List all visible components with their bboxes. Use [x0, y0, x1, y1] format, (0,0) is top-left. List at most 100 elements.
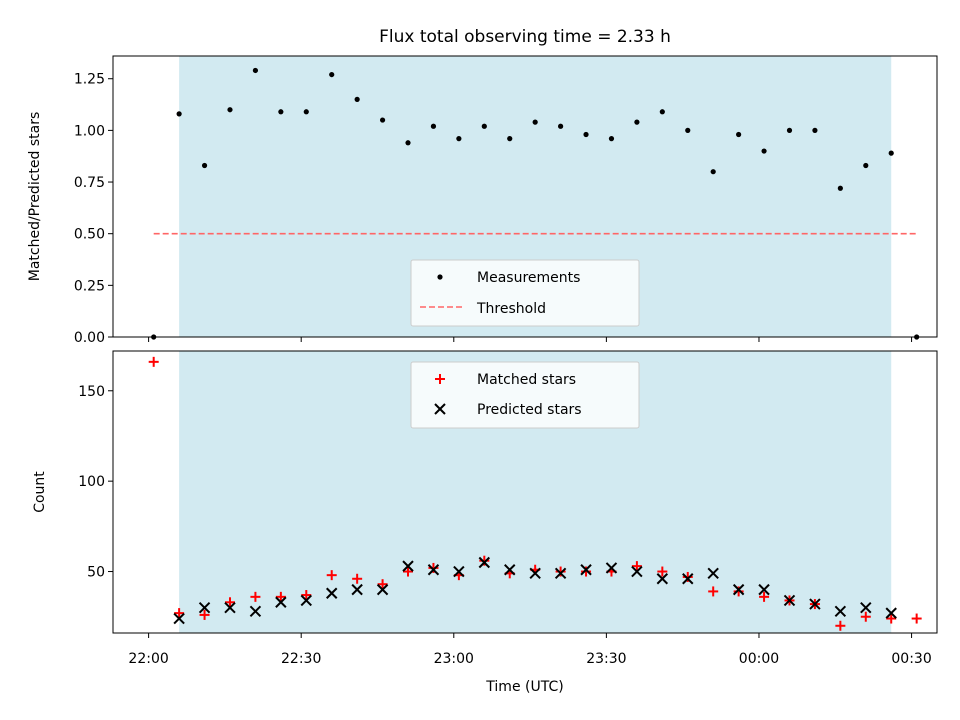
- legend-predicted-label: Predicted stars: [477, 402, 582, 418]
- predicted-stars-point: [402, 560, 414, 572]
- legend-matched-marker: [435, 374, 445, 384]
- matched-stars-point: [148, 356, 159, 367]
- predicted-stars-point: [783, 594, 796, 607]
- matched-stars-point: [555, 566, 566, 577]
- measurement-point: [710, 169, 716, 175]
- matched-stars-point: [275, 591, 286, 602]
- matched-stars-point: [631, 561, 642, 572]
- measurement-point: [278, 109, 284, 115]
- time-x-axis-label: Time (UTC): [485, 679, 563, 695]
- predicted-stars-point: [656, 573, 669, 585]
- predicted-stars-point: [580, 564, 592, 576]
- matched-stars-point: [835, 620, 846, 631]
- measurement-point: [252, 67, 259, 74]
- measurement-point: [837, 185, 843, 191]
- predicted-stars-point: [173, 612, 185, 625]
- ratio-panel: 0.00 0.25 0.50 0.75 1.00 1.25 Flux total obse…: [27, 27, 938, 346]
- measurement-point: [430, 123, 437, 129]
- matched-stars-point: [250, 591, 261, 602]
- ratio-y-tick-label: 0.50: [74, 227, 105, 243]
- legend-matched-label: Matched stars: [477, 372, 576, 388]
- matched-stars-point: [301, 590, 312, 601]
- predicted-stars-point: [504, 564, 516, 576]
- ratio-panel-frame: [112, 55, 938, 338]
- predicted-stars-point: [631, 565, 643, 578]
- predicted-stars-point: [351, 583, 363, 596]
- ratio-y-tick-label: 0.00: [74, 330, 105, 346]
- measurement-point: [888, 150, 894, 156]
- ratio-y-tick-label: 1.00: [74, 123, 105, 139]
- count-panel-frame: [112, 350, 938, 634]
- ratio-y-axis-label: Matched/Predicted stars: [27, 112, 43, 282]
- matched-stars-point: [911, 613, 922, 624]
- measurement-point: [736, 131, 742, 138]
- predicted-stars-point: [300, 594, 312, 607]
- measurement-point: [786, 127, 793, 133]
- measurement-point: [405, 140, 411, 146]
- predicted-stars-point: [275, 596, 287, 608]
- predicted-stars-point: [885, 607, 897, 619]
- predicted-stars-point: [529, 567, 541, 580]
- matched-stars-point: [657, 566, 668, 577]
- count-y-tick-label: 100: [78, 474, 105, 490]
- predicted-stars-point: [453, 565, 465, 578]
- measurement-point: [558, 123, 564, 129]
- measurement-point: [863, 162, 869, 169]
- matched-stars-point: [428, 562, 439, 573]
- chart-title: Flux total observing time = 2.33 h: [379, 27, 671, 47]
- time-x-tick-label: 23:30: [586, 651, 626, 667]
- legend-measurements-label: Measurements: [477, 270, 580, 286]
- matched-stars-point: [224, 597, 235, 608]
- measurement-point: [227, 107, 233, 113]
- matched-stars-point: [352, 573, 363, 584]
- predicted-stars-point: [834, 605, 847, 618]
- matched-stars-point: [479, 555, 490, 566]
- ratio-legend: Measurements Threshold: [410, 259, 640, 327]
- predicted-stars-point: [860, 601, 872, 614]
- time-x-tick-label: 00:30: [891, 651, 931, 667]
- predicted-stars-point: [707, 567, 719, 580]
- measurement-point: [481, 123, 487, 129]
- measurement-point: [608, 136, 615, 142]
- measurement-point: [812, 127, 818, 133]
- measurement-point: [329, 71, 335, 78]
- matched-stars-point: [326, 570, 337, 581]
- measurement-point: [583, 131, 589, 138]
- predicted-stars-point: [554, 567, 567, 580]
- count-y-axis-label: Count: [32, 471, 48, 513]
- measurement-point: [761, 148, 767, 154]
- matched-stars-point: [733, 586, 744, 597]
- measurement-point: [532, 119, 538, 125]
- matched-stars-point: [682, 571, 693, 582]
- predicted-stars-point: [376, 583, 389, 596]
- measurement-point: [659, 109, 665, 115]
- count-y-tick-label: 50: [87, 565, 105, 581]
- measurement-point: [685, 127, 691, 133]
- predicted-stars-point: [605, 562, 618, 574]
- time-x-tick-label: 23:00: [434, 651, 474, 667]
- measurement-point: [456, 136, 462, 142]
- predicted-stars-point: [198, 601, 211, 614]
- predicted-stars-point: [224, 601, 236, 614]
- matched-stars-point: [403, 566, 414, 577]
- ratio-y-tick-label: 0.75: [74, 175, 105, 191]
- predicted-stars-point: [249, 605, 262, 618]
- measurement-point: [201, 162, 208, 169]
- measurement-point: [176, 111, 182, 117]
- matched-stars-point: [759, 591, 770, 602]
- ratio-y-tick-label: 0.25: [74, 278, 105, 294]
- legend-threshold-label: Threshold: [476, 301, 546, 317]
- time-x-tick-label: 22:30: [281, 651, 321, 667]
- matched-stars-point: [174, 608, 185, 619]
- measurement-point: [634, 119, 640, 125]
- predicted-stars-point: [478, 556, 491, 569]
- ratio-y-tick-label: 1.25: [74, 72, 105, 88]
- measurement-point: [507, 136, 513, 142]
- measurement-point: [354, 96, 360, 102]
- predicted-stars-point: [809, 598, 821, 610]
- count-legend: Matched stars Predicted stars: [410, 361, 640, 429]
- predicted-stars-point: [427, 564, 440, 576]
- matched-stars-point: [886, 613, 897, 624]
